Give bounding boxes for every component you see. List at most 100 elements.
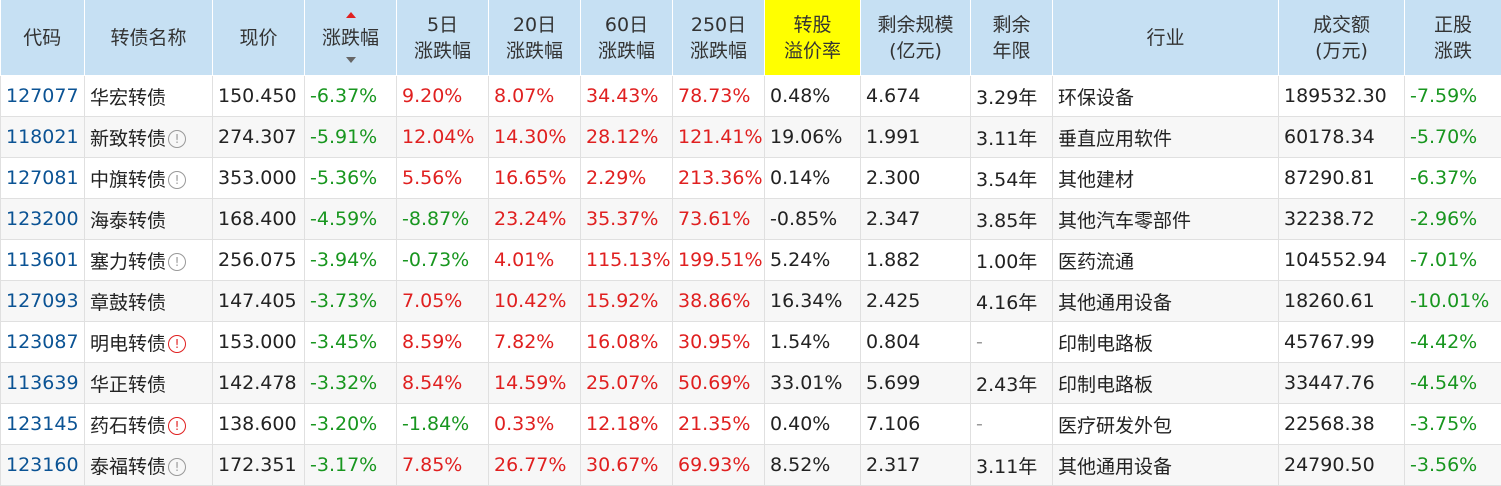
years-cell: 1.00年 — [971, 240, 1053, 281]
change-20d-cell-text: 16.65% — [494, 167, 566, 189]
change-cell-text: -3.17% — [310, 454, 377, 476]
column-header-chg20[interactable]: 20日涨跌幅 — [489, 0, 581, 76]
change-250d-cell: 78.73% — [673, 76, 765, 117]
industry-cell: 其他汽车零部件 — [1053, 199, 1279, 240]
change-20d-cell: 14.59% — [489, 363, 581, 404]
name-cell[interactable]: 泰福转债! — [85, 445, 213, 486]
code-cell[interactable]: 123200 — [1, 199, 85, 240]
alert-circle-icon[interactable]: ! — [168, 417, 186, 435]
name-cell[interactable]: 药石转债! — [85, 404, 213, 445]
premium-cell: 8.52% — [765, 445, 861, 486]
info-circle-icon[interactable]: ! — [168, 458, 186, 476]
column-header-industry[interactable]: 行业 — [1053, 0, 1279, 76]
code-cell[interactable]: 127081 — [1, 158, 85, 199]
column-header-code[interactable]: 代码 — [1, 0, 85, 76]
column-header-volume[interactable]: 成交额(万元) — [1279, 0, 1405, 76]
volume-cell: 32238.72 — [1279, 199, 1405, 240]
name-cell[interactable]: 中旗转债! — [85, 158, 213, 199]
stock-change-cell-text: -10.01% — [1410, 290, 1489, 312]
industry-cell: 其他建材 — [1053, 158, 1279, 199]
change-60d-cell-text: 28.12% — [586, 126, 658, 148]
premium-cell: 0.40% — [765, 404, 861, 445]
column-header-scale[interactable]: 剩余规模(亿元) — [861, 0, 971, 76]
change-cell-text: -3.20% — [310, 413, 377, 435]
years-cell-text: 2.43年 — [976, 374, 1037, 396]
column-header-price[interactable]: 现价 — [213, 0, 305, 76]
name-cell-text: 明电转债 — [90, 333, 166, 355]
change-20d-cell: 14.30% — [489, 117, 581, 158]
years-cell: 3.85年 — [971, 199, 1053, 240]
column-header-change[interactable]: 涨跌幅 — [305, 0, 397, 76]
change-60d-cell: 35.37% — [581, 199, 673, 240]
volume-cell: 22568.38 — [1279, 404, 1405, 445]
change-250d-cell-text: 50.69% — [678, 372, 750, 394]
column-header-chg60[interactable]: 60日涨跌幅 — [581, 0, 673, 76]
info-circle-icon[interactable]: ! — [168, 171, 186, 189]
stock-change-cell-text: -6.37% — [1410, 167, 1477, 189]
scale-cell-text: 0.804 — [866, 331, 920, 353]
code-cell-text: 127077 — [6, 85, 79, 107]
code-cell[interactable]: 127093 — [1, 281, 85, 322]
premium-cell: 19.06% — [765, 117, 861, 158]
name-cell[interactable]: 华正转债 — [85, 363, 213, 404]
column-header-label: 20日 — [513, 14, 556, 36]
code-cell[interactable]: 113639 — [1, 363, 85, 404]
scale-cell: 1.991 — [861, 117, 971, 158]
name-cell[interactable]: 塞力转债! — [85, 240, 213, 281]
code-cell[interactable]: 127077 — [1, 76, 85, 117]
years-cell-text: 3.11年 — [976, 456, 1037, 478]
alert-circle-icon[interactable]: ! — [168, 335, 186, 353]
code-cell[interactable]: 113601 — [1, 240, 85, 281]
name-cell[interactable]: 章鼓转债 — [85, 281, 213, 322]
name-cell[interactable]: 明电转债! — [85, 322, 213, 363]
stock-change-cell: -4.54% — [1405, 363, 1501, 404]
column-header-chg250[interactable]: 250日涨跌幅 — [673, 0, 765, 76]
code-cell[interactable]: 123160 — [1, 445, 85, 486]
sort-ascending-icon[interactable] — [346, 12, 356, 18]
column-header-premium[interactable]: 转股溢价率 — [765, 0, 861, 76]
code-cell[interactable]: 123087 — [1, 322, 85, 363]
column-header-chg5[interactable]: 5日涨跌幅 — [397, 0, 489, 76]
column-header-name[interactable]: 转债名称 — [85, 0, 213, 76]
code-cell[interactable]: 118021 — [1, 117, 85, 158]
column-header-label: 剩余规模 — [877, 14, 953, 36]
industry-cell-text: 其他建材 — [1058, 169, 1134, 191]
column-header-years[interactable]: 剩余年限 — [971, 0, 1053, 76]
years-cell: 2.43年 — [971, 363, 1053, 404]
column-header-label: 涨跌幅 — [690, 40, 747, 62]
scale-cell-text: 1.991 — [866, 126, 920, 148]
change-5d-cell-text: 9.20% — [402, 85, 462, 107]
name-cell[interactable]: 新致转债! — [85, 117, 213, 158]
name-cell[interactable]: 华宏转债 — [85, 76, 213, 117]
code-cell[interactable]: 123145 — [1, 404, 85, 445]
scale-cell: 2.347 — [861, 199, 971, 240]
column-header-label: 250日 — [691, 14, 746, 36]
industry-cell-text: 环保设备 — [1058, 87, 1134, 109]
change-5d-cell-text: 8.59% — [402, 331, 462, 353]
column-header-stock-change[interactable]: 正股涨跌 — [1405, 0, 1501, 76]
price-cell-text: 138.600 — [218, 413, 297, 435]
change-20d-cell-text: 7.82% — [494, 331, 554, 353]
scale-cell-text: 2.347 — [866, 208, 920, 230]
name-cell[interactable]: 海泰转债 — [85, 199, 213, 240]
change-5d-cell-text: 12.04% — [402, 126, 474, 148]
stock-change-cell-text: -4.54% — [1410, 372, 1477, 394]
change-5d-cell: 9.20% — [397, 76, 489, 117]
name-cell-text: 华正转债 — [90, 374, 166, 396]
info-circle-icon[interactable]: ! — [168, 130, 186, 148]
info-circle-icon[interactable]: ! — [168, 253, 186, 271]
change-60d-cell: 2.29% — [581, 158, 673, 199]
change-250d-cell: 199.51% — [673, 240, 765, 281]
stock-change-cell: -10.01% — [1405, 281, 1501, 322]
sort-descending-icon[interactable] — [346, 57, 356, 63]
